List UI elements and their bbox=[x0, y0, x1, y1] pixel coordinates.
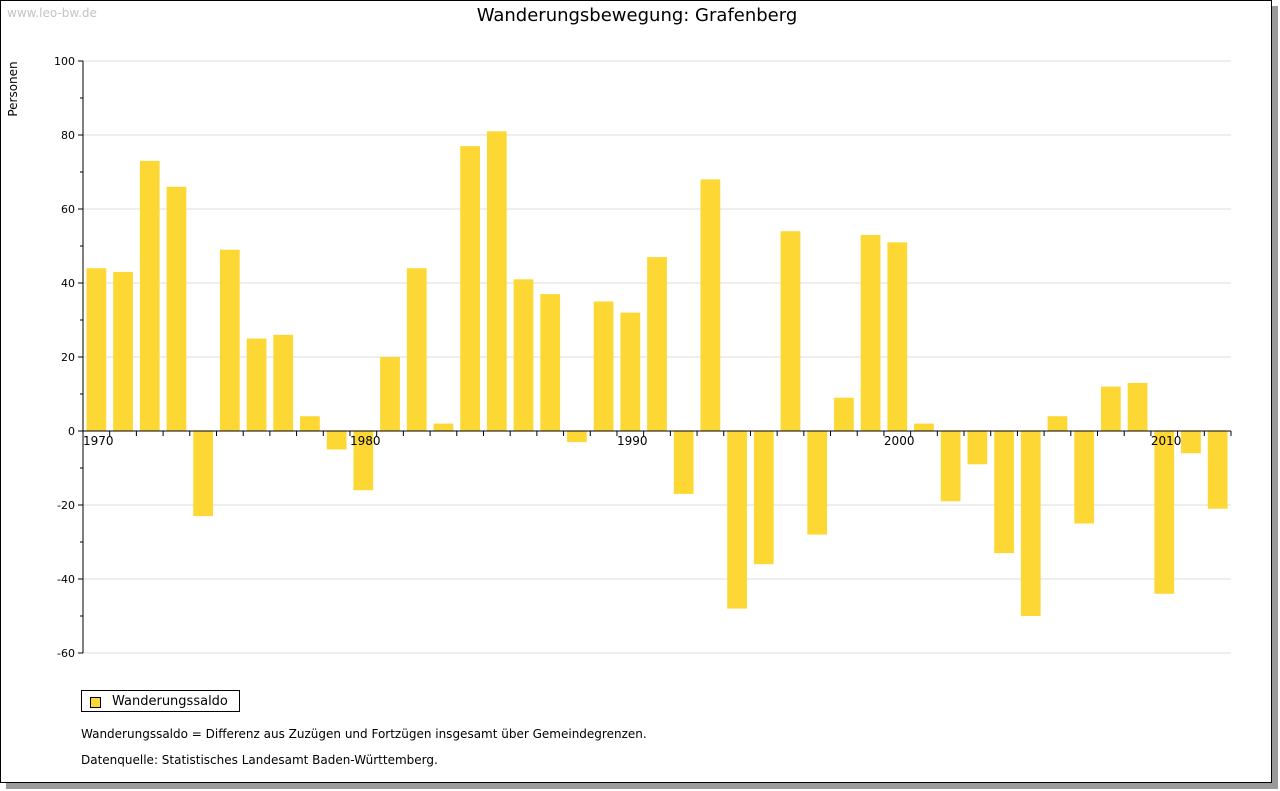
definition-note: Wanderungssaldo = Differenz aus Zuzügen … bbox=[81, 727, 647, 741]
legend-swatch bbox=[90, 697, 101, 708]
y-tick-label: 100 bbox=[54, 55, 75, 68]
bar bbox=[540, 294, 561, 431]
y-tick-label: 80 bbox=[61, 129, 75, 142]
bar bbox=[673, 431, 694, 494]
bar bbox=[406, 268, 427, 431]
bar bbox=[620, 312, 641, 431]
bar bbox=[994, 431, 1014, 554]
bar bbox=[1127, 382, 1148, 431]
bar bbox=[166, 186, 187, 431]
bar bbox=[807, 431, 828, 535]
bar bbox=[914, 423, 934, 431]
bar bbox=[1074, 431, 1095, 524]
bar bbox=[567, 431, 587, 443]
bar bbox=[113, 271, 133, 431]
y-tick-label: -20 bbox=[57, 499, 75, 512]
source-note: Datenquelle: Statistisches Landesamt Bad… bbox=[81, 753, 438, 767]
bar bbox=[1181, 431, 1201, 454]
bar bbox=[700, 179, 721, 431]
bar bbox=[940, 431, 961, 502]
bar bbox=[753, 431, 774, 565]
bar bbox=[1020, 431, 1041, 616]
bar bbox=[193, 431, 214, 517]
bar bbox=[326, 431, 347, 450]
bar bbox=[513, 279, 534, 431]
y-tick-label: 0 bbox=[68, 425, 75, 438]
x-tick-label: 2010 bbox=[1151, 434, 1182, 448]
y-tick-label: -60 bbox=[57, 647, 75, 660]
x-tick-label: 1980 bbox=[350, 434, 381, 448]
bar bbox=[1154, 431, 1175, 594]
x-tick-label: 2000 bbox=[884, 434, 915, 448]
bar bbox=[300, 416, 320, 431]
bar bbox=[780, 231, 801, 431]
y-tick-label: 60 bbox=[61, 203, 75, 216]
y-tick-label: 20 bbox=[61, 351, 75, 364]
bar bbox=[353, 431, 374, 491]
y-tick-label: -40 bbox=[57, 573, 75, 586]
chart-title: Wanderungsbewegung: Grafenberg bbox=[476, 5, 798, 26]
bar bbox=[1100, 386, 1121, 431]
bar bbox=[593, 301, 614, 431]
bar bbox=[967, 431, 988, 465]
bar bbox=[246, 338, 267, 431]
bar bbox=[219, 249, 240, 431]
bar bbox=[1047, 416, 1068, 431]
bar bbox=[460, 146, 480, 431]
bar bbox=[433, 423, 454, 431]
x-tick-label: 1990 bbox=[617, 434, 648, 448]
bar bbox=[727, 431, 747, 609]
legend-label: Wanderungssaldo bbox=[112, 694, 228, 709]
bar bbox=[86, 268, 107, 431]
watermark: www.leo-bw.de bbox=[7, 6, 97, 20]
bar bbox=[860, 234, 881, 431]
x-tick-label: 1970 bbox=[83, 434, 114, 448]
bar bbox=[139, 160, 160, 431]
bar bbox=[486, 131, 507, 432]
bar bbox=[273, 334, 294, 431]
legend: Wanderungssaldo bbox=[81, 690, 240, 712]
y-tick-label: 40 bbox=[61, 277, 75, 290]
bar bbox=[380, 357, 400, 431]
bar bbox=[647, 257, 667, 431]
bar bbox=[834, 397, 854, 431]
bar bbox=[1207, 431, 1228, 509]
bar bbox=[887, 242, 908, 431]
